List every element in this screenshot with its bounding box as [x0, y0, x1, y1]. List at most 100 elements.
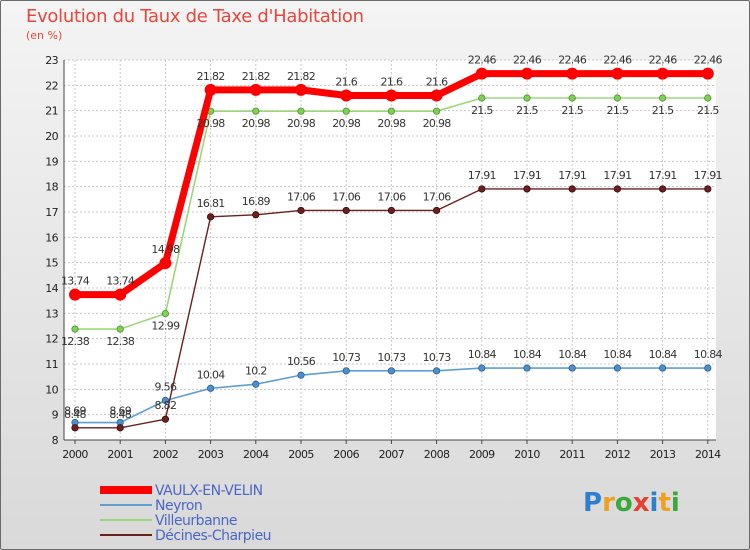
logo-letter: r	[602, 488, 615, 518]
data-label: 20.98	[197, 117, 226, 130]
data-label: 17.91	[603, 169, 631, 182]
x-tick-label: 2008	[424, 448, 450, 461]
data-point	[658, 185, 667, 193]
data-point	[295, 83, 307, 96]
chart-title: Evolution du Taux de Taxe d'Habitation	[26, 6, 364, 27]
data-point	[432, 367, 441, 375]
data-label: 8.69	[64, 405, 86, 418]
data-point	[159, 257, 172, 270]
data-label: 10.84	[558, 348, 587, 361]
data-label: 12.99	[151, 320, 180, 333]
series-layer	[69, 67, 714, 432]
data-point	[656, 67, 669, 80]
data-point	[161, 396, 169, 405]
data-label: 12.38	[61, 335, 90, 348]
proxiti-logo: Proxiti	[583, 488, 680, 518]
data-label: 10.04	[197, 368, 226, 381]
data-point	[568, 185, 576, 193]
x-tick-label: 2007	[379, 448, 405, 461]
data-label: 21.6	[335, 75, 357, 88]
data-point	[701, 67, 714, 80]
data-label: 17.91	[649, 169, 677, 182]
y-tick-label: 12	[45, 333, 58, 346]
data-label: 8.69	[109, 405, 131, 418]
x-tick-label: 2009	[469, 448, 495, 461]
y-tick-label: 13	[45, 307, 58, 320]
data-label: 21.5	[561, 104, 583, 117]
data-label: 10.84	[694, 348, 723, 361]
x-tick-label: 2011	[559, 448, 585, 461]
data-point	[297, 206, 305, 215]
data-label: 17.06	[287, 190, 316, 203]
data-point	[207, 384, 215, 392]
data-point	[342, 206, 350, 215]
data-label: 22.46	[649, 54, 678, 67]
x-tick-label: 2001	[107, 448, 133, 461]
data-point	[704, 185, 712, 193]
data-label: 21.5	[607, 104, 629, 117]
x-tick-label: 2003	[198, 448, 224, 461]
data-label: 22.46	[558, 54, 587, 67]
x-tick-label: 2005	[288, 448, 314, 461]
data-label: 16.89	[242, 195, 271, 208]
data-point	[478, 185, 486, 193]
data-label: 22.46	[694, 54, 723, 67]
data-label: 22.46	[513, 54, 542, 67]
logo-letter: P	[583, 488, 603, 518]
data-point	[252, 211, 260, 219]
data-point	[297, 371, 305, 379]
data-point	[613, 94, 622, 102]
data-label: 21.5	[697, 104, 719, 117]
data-point	[613, 364, 622, 372]
data-label: 17.91	[513, 169, 541, 182]
data-label: 14.98	[151, 243, 180, 256]
y-tick-label: 8	[52, 434, 59, 447]
data-label: 21.6	[426, 75, 448, 88]
data-label: 17.91	[694, 169, 722, 182]
y-tick-label: 17	[45, 206, 58, 219]
data-point	[252, 380, 260, 388]
data-label: 21.5	[471, 104, 493, 117]
data-point	[116, 325, 124, 333]
data-label: 8.82	[155, 399, 177, 412]
data-point	[249, 83, 262, 96]
y-tick-label: 15	[45, 257, 58, 270]
data-label: 22.46	[468, 54, 497, 67]
data-label: 10.84	[649, 348, 678, 361]
data-point	[342, 107, 350, 115]
data-point	[252, 107, 260, 115]
y-tick-label: 21	[45, 105, 58, 118]
data-point	[658, 94, 667, 102]
data-point	[568, 364, 576, 372]
data-point	[69, 288, 81, 301]
data-label: 21.82	[287, 70, 315, 83]
data-point	[523, 185, 531, 193]
y-tick-label: 20	[45, 130, 58, 143]
x-tick-label: 2014	[695, 448, 721, 461]
data-label: 17.91	[558, 169, 586, 182]
data-point	[568, 94, 576, 102]
y-tick-label: 14	[45, 282, 58, 295]
legend-label: Neyron	[155, 498, 202, 514]
y-tick-label: 23	[45, 54, 58, 67]
data-label: 20.98	[242, 117, 271, 130]
data-point	[71, 424, 79, 432]
logo-letter: t	[658, 488, 671, 518]
data-point	[387, 206, 395, 215]
plot-area	[64, 60, 716, 440]
y-axis-unit-label: (en %)	[26, 29, 63, 42]
legend: VAULX-EN-VELINNeyronVilleurbanneDécines-…	[100, 483, 272, 544]
data-label: 20.98	[332, 117, 361, 130]
x-tick-label: 2006	[333, 448, 359, 461]
y-tick-label: 18	[45, 181, 58, 194]
data-label: 10.73	[423, 351, 452, 364]
data-point	[611, 67, 624, 80]
data-point	[297, 107, 305, 115]
y-tick-label: 10	[45, 383, 58, 396]
data-point	[475, 67, 488, 80]
data-label: 21.82	[197, 70, 225, 83]
data-point	[204, 83, 217, 96]
x-tick-label: 2010	[514, 448, 540, 461]
data-label: 10.73	[332, 351, 361, 364]
data-label: 13.74	[106, 275, 135, 288]
